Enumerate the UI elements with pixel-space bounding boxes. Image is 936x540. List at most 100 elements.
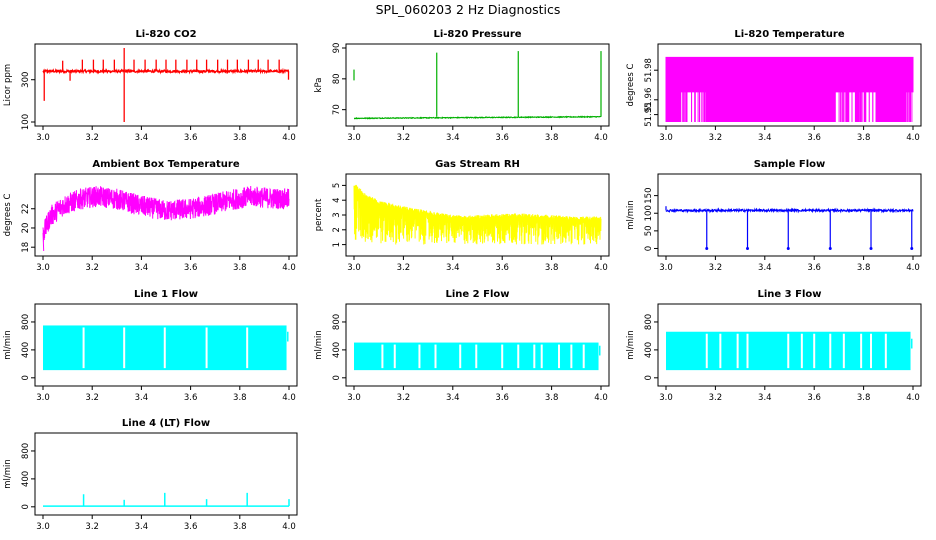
y-tick-label: 51.98 xyxy=(644,58,654,82)
x-tick-label: 3.2 xyxy=(85,263,99,273)
figure-title: SPL_060203 2 Hz Diagnostics xyxy=(376,2,561,17)
x-tick-label: 3.2 xyxy=(397,263,411,273)
x-tick-label: 3.4 xyxy=(135,263,149,273)
co2-panel: Li-820 CO2 3.0 3.2 3.4 3.6 3.8 4.0 100 300 Licor … xyxy=(3,29,298,143)
x-tick-label: 4.0 xyxy=(282,522,296,532)
x-tick-label: 4.0 xyxy=(906,133,920,143)
x-tick-label: 3.6 xyxy=(495,133,509,143)
x-tick-label: 3.2 xyxy=(397,133,411,143)
line3-gap xyxy=(800,333,803,369)
x-tick-label: 4.0 xyxy=(594,393,608,403)
x-tick-label: 3.2 xyxy=(709,393,723,403)
y-tick-label: 400 xyxy=(332,342,342,358)
pressure-plot-frame xyxy=(345,43,610,127)
x-tick-label: 3.0 xyxy=(659,263,673,273)
x-tick-label: 3.6 xyxy=(807,263,821,273)
x-tick-label: 3.0 xyxy=(36,263,50,273)
line2-gap xyxy=(475,344,478,369)
sample-drop-point xyxy=(705,246,709,250)
line3-gap xyxy=(746,333,749,369)
line1-ylabel: ml/min xyxy=(3,330,13,360)
y-tick-label: 0 xyxy=(644,375,654,380)
x-tick-label: 3.4 xyxy=(758,133,772,143)
line4-plot-frame xyxy=(34,432,298,516)
x-tick-label: 3.6 xyxy=(184,522,198,532)
y-tick-label: 90 xyxy=(332,43,342,54)
line2-plot-frame xyxy=(345,303,610,387)
y-tick-label: 5 xyxy=(332,183,342,188)
line3-gap xyxy=(787,333,790,369)
y-tick-label: 800 xyxy=(21,314,31,330)
x-tick-label: 3.8 xyxy=(233,263,247,273)
line3-panel: Line 3 Flow 3.0 3.2 3.4 3.6 3.8 4.0 0 400 800 ml/m… xyxy=(626,289,922,403)
x-tick-label: 4.0 xyxy=(906,263,920,273)
sample-drop-point xyxy=(910,246,914,250)
y-tick-label: 51.95 xyxy=(644,102,654,126)
y-tick-label: 50 xyxy=(644,225,654,236)
y-tick-label: 80 xyxy=(332,73,342,84)
line3-gap xyxy=(870,333,873,369)
line3-gap xyxy=(813,333,816,369)
line2-gap xyxy=(381,344,384,369)
sample-series-line xyxy=(665,207,914,214)
x-tick-label: 3.2 xyxy=(709,133,723,143)
y-tick-label: 400 xyxy=(644,342,654,358)
x-tick-label: 3.4 xyxy=(758,393,772,403)
y-tick-label: 4 xyxy=(332,197,342,202)
pressure-series-line xyxy=(353,115,602,120)
y-tick-label: 20 xyxy=(21,223,31,234)
x-tick-label: 3.0 xyxy=(659,133,673,143)
line1-panel: Line 1 Flow 3.0 3.2 3.4 3.6 3.8 4.0 0 400 800 ml/m… xyxy=(3,289,298,403)
x-tick-label: 3.6 xyxy=(184,263,198,273)
y-tick-label: 70 xyxy=(332,104,342,115)
co2-plot-frame xyxy=(34,43,298,127)
x-tick-label: 4.0 xyxy=(282,263,296,273)
y-tick-label: 400 xyxy=(21,342,31,358)
line3-gap xyxy=(842,333,845,369)
line3-title: Line 3 Flow xyxy=(758,289,822,300)
line2-gap xyxy=(418,344,421,369)
x-tick-label: 3.0 xyxy=(659,393,673,403)
x-tick-label: 4.0 xyxy=(594,133,608,143)
line2-gap xyxy=(459,344,462,369)
line3-ylabel: ml/min xyxy=(626,330,636,360)
temperature-plot-frame xyxy=(657,43,922,127)
y-tick-label: 0 xyxy=(21,375,31,380)
x-tick-label: 3.6 xyxy=(184,393,198,403)
line3-gap xyxy=(705,333,708,369)
x-tick-label: 3.6 xyxy=(807,133,821,143)
x-tick-label: 3.4 xyxy=(446,393,460,403)
x-tick-label: 3.4 xyxy=(446,263,460,273)
temperature-series-line xyxy=(665,56,914,122)
rh-ylabel: percent xyxy=(314,198,324,231)
line2-gap xyxy=(501,344,504,369)
y-tick-label: 2 xyxy=(332,227,342,232)
x-tick-label: 3.6 xyxy=(184,133,198,143)
line3-plot-frame xyxy=(657,303,922,387)
line3-gap xyxy=(829,333,832,369)
y-tick-label: 1 xyxy=(332,242,342,247)
x-tick-label: 3.8 xyxy=(545,133,559,143)
x-tick-label: 3.8 xyxy=(233,393,247,403)
x-tick-label: 3.4 xyxy=(135,522,149,532)
y-tick-label: 150 xyxy=(644,188,654,204)
line1-title: Line 1 Flow xyxy=(134,289,198,300)
line2-gap xyxy=(393,344,396,369)
x-tick-label: 3.8 xyxy=(857,263,871,273)
line2-gap xyxy=(582,344,585,369)
temperature-title: Li-820 Temperature xyxy=(734,29,844,40)
x-tick-label: 3.0 xyxy=(347,393,361,403)
line4-panel: Line 4 (LT) Flow 3.0 3.2 3.4 3.6 3.8 4.0 0 400 80… xyxy=(3,418,298,532)
y-tick-label: 800 xyxy=(644,314,654,330)
rh-panel: Gas Stream RH 3.0 3.2 3.4 3.6 3.8 4.0 1 2 3 4 5 perc… xyxy=(314,159,610,273)
line2-gap xyxy=(558,344,561,369)
x-tick-label: 3.0 xyxy=(36,522,50,532)
line1-gap xyxy=(163,327,166,369)
ambient-title: Ambient Box Temperature xyxy=(92,159,239,170)
x-tick-label: 3.8 xyxy=(857,133,871,143)
line1-gap xyxy=(205,327,208,369)
line2-gap xyxy=(434,344,437,369)
ambient-series-line xyxy=(42,185,290,252)
y-tick-label: 800 xyxy=(21,443,31,459)
